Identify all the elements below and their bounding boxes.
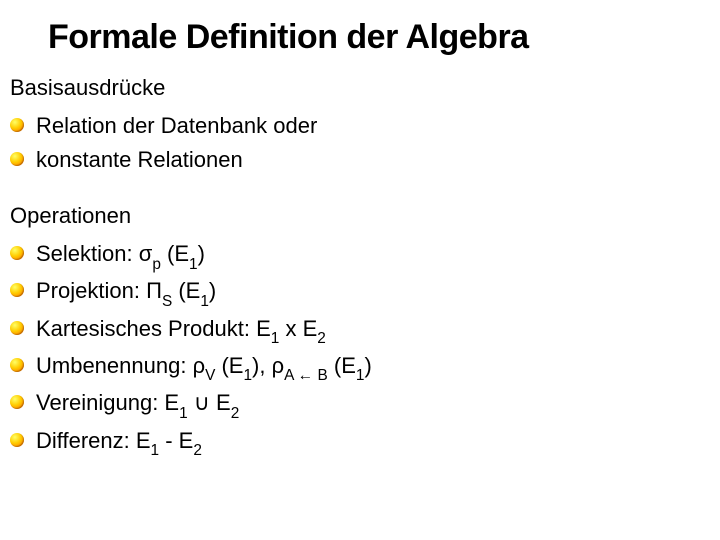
operator: Π [146,278,162,303]
list-item-vereinigung: Vereinigung: E1 ∪ E2 [10,386,710,423]
list-item: konstante Relationen [10,143,710,177]
label: Projektion: [36,278,146,303]
basis-list: Relation der Datenbank oder konstante Re… [10,109,710,177]
mid: ), [252,353,272,378]
tail: ) [209,278,216,303]
list-item-selektion: Selektion: σp (E1) [10,237,710,274]
list-item-kartesisch: Kartesisches Produkt: E1 x E2 [10,312,710,349]
subscript: p [152,256,161,273]
arg: (E [172,278,200,303]
subscript: V [205,367,215,384]
tail: ) [198,241,205,266]
label: Differenz: E [36,428,151,453]
section-heading-operationen: Operationen [10,203,710,229]
operationen-list: Selektion: σp (E1) Projektion: ΠS (E1) K… [10,237,710,461]
operator: σ [139,241,153,266]
mid: - E [159,428,193,453]
list-item-projektion: Projektion: ΠS (E1) [10,274,710,311]
slide-title: Formale Definition der Algebra [48,18,710,57]
mid: ∪ E [188,390,231,415]
subscript: 1 [243,367,252,384]
section-heading-basis: Basisausdrücke [10,75,710,101]
arg: (E [161,241,189,266]
tail: ) [364,353,371,378]
item-text: konstante Relationen [36,147,243,172]
label: Kartesisches Produkt: E [36,316,271,341]
subscript: 2 [317,330,326,347]
subscript: 2 [231,405,240,422]
item-text: Relation der Datenbank oder [36,113,317,138]
subscript: S [162,293,172,310]
list-item-differenz: Differenz: E1 - E2 [10,424,710,461]
subscript: 1 [189,256,198,273]
subscript: 1 [179,405,188,422]
arg: (E [328,353,356,378]
label: Umbenennung: [36,353,193,378]
operator: ρ [272,353,285,378]
mid: x E [279,316,317,341]
subscript: 1 [356,367,365,384]
subscript: 1 [151,442,160,459]
slide: Formale Definition der Algebra Basisausd… [0,0,720,497]
subscript: 1 [200,293,209,310]
list-item-umbenennung: Umbenennung: ρV (E1), ρA ← B (E1) [10,349,710,386]
subscript: 1 [271,330,280,347]
list-item: Relation der Datenbank oder [10,109,710,143]
subscript: 2 [193,442,202,459]
label: Vereinigung: E [36,390,179,415]
operator: ρ [193,353,206,378]
subscript: A ← B [284,367,328,384]
arg: (E [215,353,243,378]
label: Selektion: [36,241,139,266]
